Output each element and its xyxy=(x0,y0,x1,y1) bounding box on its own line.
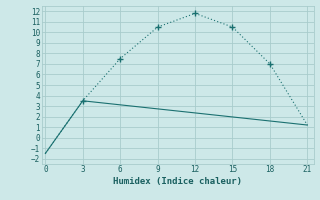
X-axis label: Humidex (Indice chaleur): Humidex (Indice chaleur) xyxy=(113,177,242,186)
